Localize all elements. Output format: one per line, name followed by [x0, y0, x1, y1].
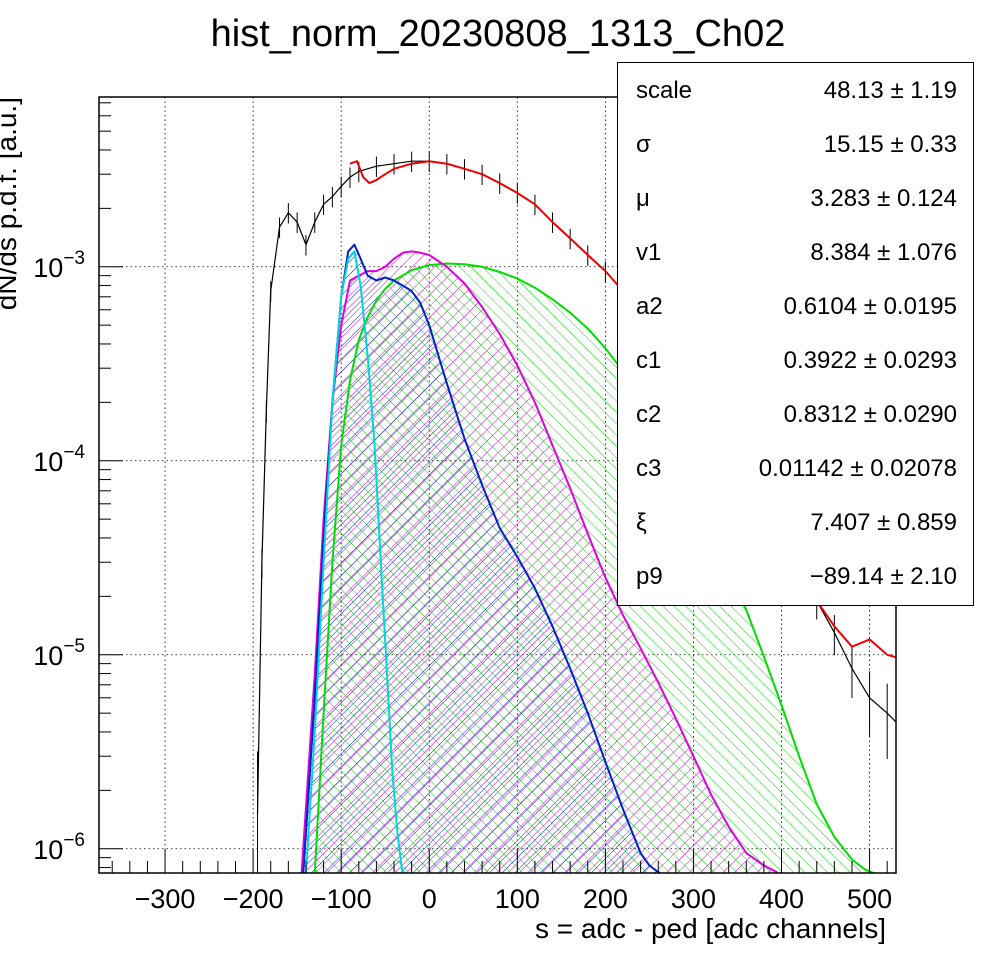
stats-param-value: 3.283 ± 0.124	[810, 185, 957, 212]
blue-curve	[302, 243, 661, 873]
y-axis-ticks: 10−3 10−4 10−5 10−6	[33, 102, 123, 869]
stats-row: p9 −89.14 ± 2.10	[618, 549, 973, 603]
x-tick-label: 200	[583, 884, 628, 914]
stats-row: μ 3.283 ± 0.124	[618, 171, 973, 225]
blue-hatched-fill	[303, 244, 660, 873]
stats-row: c1 0.3922 ± 0.0293	[618, 333, 973, 387]
y-tick-label: 10−5	[33, 636, 85, 671]
y-tick-label: 10−3	[33, 248, 85, 283]
stats-param-name: c2	[636, 401, 662, 428]
cyan-curve	[305, 250, 406, 873]
stats-param-value: 0.8312 ± 0.0290	[783, 401, 957, 428]
stats-row: σ 15.15 ± 0.33	[618, 117, 973, 171]
stats-param-name: μ	[636, 185, 650, 212]
component-fills	[301, 244, 874, 873]
x-tick-label: −200	[223, 884, 284, 914]
stats-row: c3 0.01142 ± 0.02078	[618, 441, 973, 495]
stats-param-name: σ	[636, 131, 651, 158]
x-tick-label: −300	[135, 884, 196, 914]
fit-stats-box: scale 48.13 ± 1.19 σ 15.15 ± 0.33 μ 3.283 ± 0…	[617, 62, 974, 606]
x-tick-label: −100	[311, 884, 372, 914]
magenta-curve	[300, 250, 779, 873]
stats-param-name: scale	[636, 77, 693, 104]
stats-param-value: 15.15 ± 0.33	[823, 131, 957, 158]
stats-param-name: c1	[636, 347, 662, 374]
stats-param-value: −89.14 ± 2.10	[809, 563, 957, 590]
stats-param-value: 0.3922 ± 0.0293	[783, 347, 957, 374]
stats-param-name: c3	[636, 455, 662, 482]
stats-param-value: 8.384 ± 1.076	[810, 239, 957, 266]
stats-row: scale 48.13 ± 1.19	[618, 63, 973, 117]
stats-param-value: 0.01142 ± 0.02078	[758, 455, 957, 482]
x-tick-label: 300	[671, 884, 716, 914]
stats-param-value: 0.6104 ± 0.0195	[783, 293, 957, 320]
stats-param-name: v1	[636, 239, 662, 266]
x-tick-label: 0	[422, 884, 437, 914]
stats-row: ξ 7.407 ± 0.859	[618, 495, 973, 549]
stats-param-value: 7.407 ± 0.859	[810, 509, 957, 536]
stats-param-value: 48.13 ± 1.19	[823, 77, 957, 104]
x-tick-label: 500	[847, 884, 892, 914]
green-curve	[313, 262, 875, 873]
x-axis-label: s = adc - ped [adc channels]	[535, 913, 886, 944]
stats-param-name: ξ	[636, 509, 647, 536]
stats-param-name: a2	[636, 293, 663, 320]
stats-row: v1 8.384 ± 1.076	[618, 225, 973, 279]
y-axis-label: dN/ds p.d.f. [a.u.]	[0, 97, 22, 310]
stats-row: a2 0.6104 ± 0.0195	[618, 279, 973, 333]
x-tick-label: 400	[759, 884, 804, 914]
chart-title: hist_norm_20230808_1313_Ch02	[211, 13, 786, 55]
x-axis-ticks: −300 −200 −100 0 100 200 300 400 500	[111, 849, 892, 914]
y-tick-label: 10−4	[33, 442, 85, 477]
stats-param-name: p9	[636, 563, 663, 590]
x-tick-label: 100	[495, 884, 540, 914]
y-tick-label: 10−6	[33, 830, 85, 865]
stats-row: c2 0.8312 ± 0.0290	[618, 387, 973, 441]
